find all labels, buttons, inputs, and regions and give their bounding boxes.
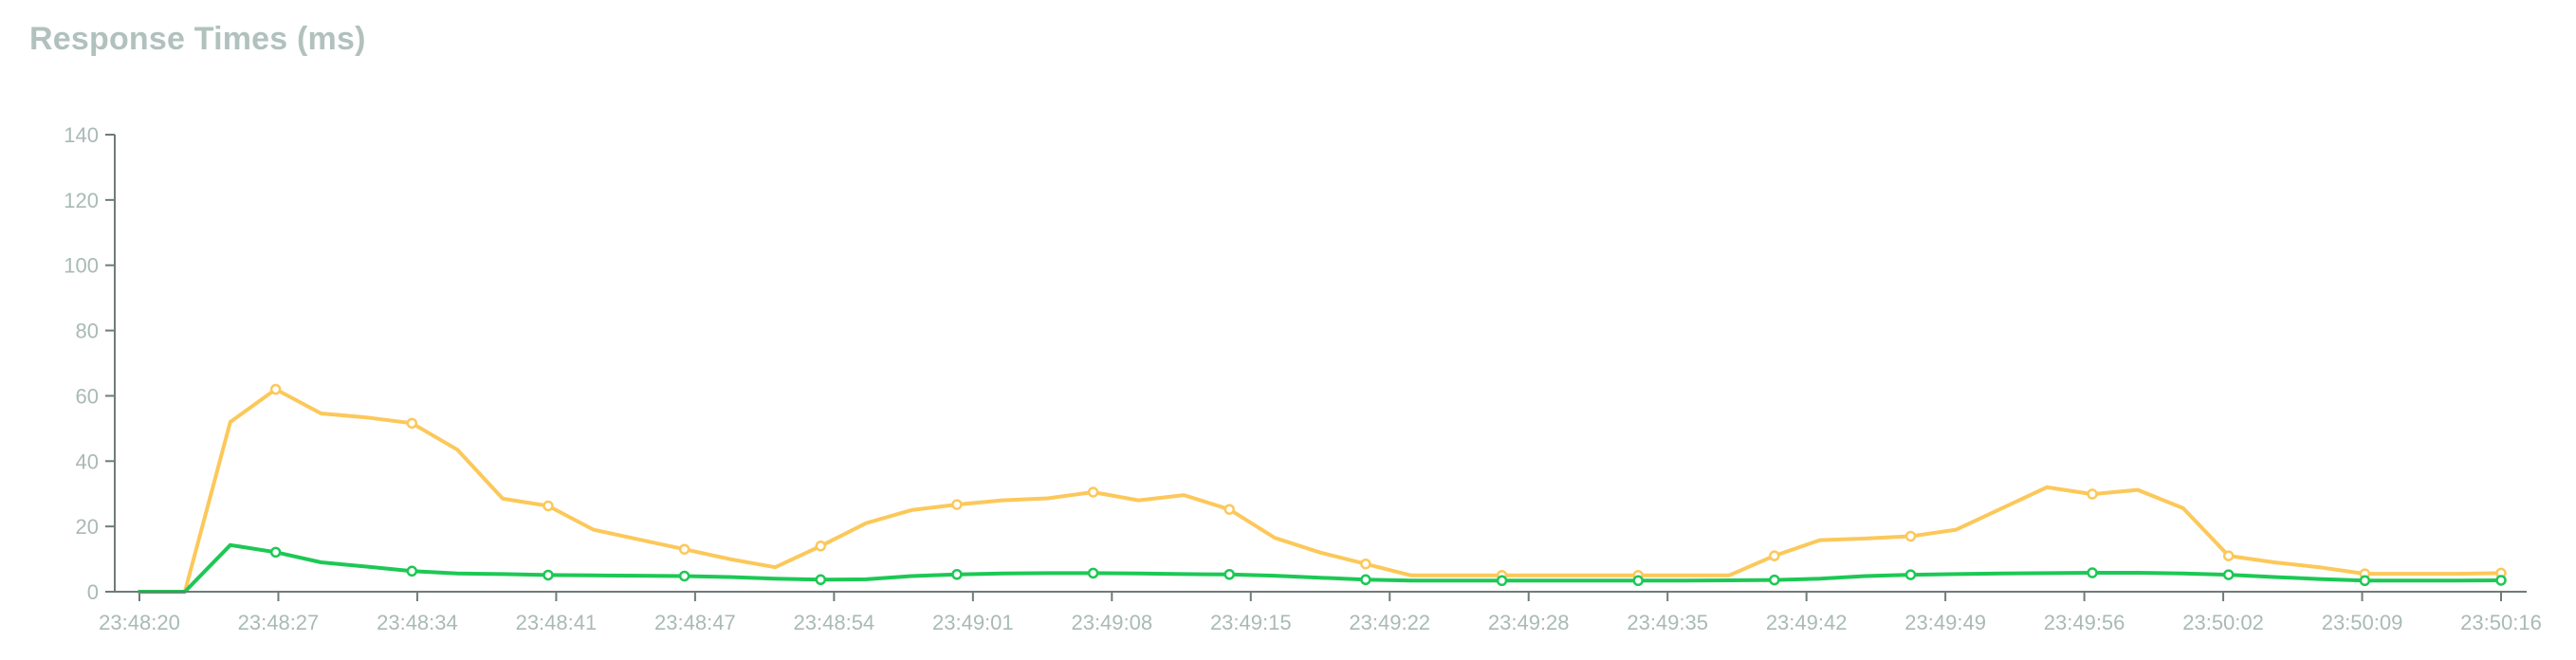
x-tick-label: 23:49:35 — [1627, 611, 1708, 634]
y-tick-label: 140 — [64, 123, 99, 147]
series-line-1 — [138, 542, 2503, 594]
data-point — [1360, 574, 1371, 586]
x-tick-label: 23:48:47 — [654, 611, 736, 634]
x-tick-label: 23:49:08 — [1071, 611, 1152, 634]
data-point — [1087, 486, 1099, 498]
series-markers — [269, 383, 2507, 587]
series-line-0 — [138, 387, 2503, 594]
data-point — [1769, 550, 1780, 561]
data-point — [1224, 569, 1235, 580]
x-tick-label: 23:50:09 — [2322, 611, 2403, 634]
y-tick-label: 120 — [64, 189, 99, 212]
data-point — [2087, 488, 2098, 500]
data-point — [1224, 504, 1235, 515]
data-point — [2359, 575, 2371, 587]
data-point — [678, 543, 690, 555]
y-tick-label: 60 — [76, 384, 99, 408]
x-tick-label: 23:48:54 — [794, 611, 875, 634]
x-tick-label: 23:48:34 — [377, 611, 458, 634]
data-point — [2495, 575, 2507, 586]
x-tick-label: 23:49:42 — [1766, 611, 1848, 634]
data-point — [951, 569, 963, 580]
data-point — [2087, 567, 2098, 578]
data-point — [1087, 567, 1099, 579]
x-tick-label: 23:50:02 — [2182, 611, 2264, 634]
x-tick-label: 23:49:15 — [1210, 611, 1292, 634]
y-tick-label: 100 — [64, 254, 99, 278]
data-point — [543, 569, 554, 581]
y-axis-ticks: 0 20 40 60 80 100 120 140 — [64, 123, 115, 604]
y-tick-label: 40 — [76, 449, 99, 473]
data-point — [1769, 574, 1780, 586]
data-point — [1360, 558, 1371, 570]
data-point — [815, 541, 827, 552]
y-tick-label: 0 — [87, 580, 99, 604]
data-point — [269, 383, 282, 395]
x-tick-label: 23:48:27 — [238, 611, 320, 634]
data-point — [406, 417, 418, 430]
y-tick-label: 80 — [76, 320, 99, 343]
x-axis-ticks: 23:48:20 23:48:27 23:48:34 23:48:41 23:48:47… — [99, 592, 2542, 634]
data-point — [406, 565, 418, 578]
data-point — [269, 546, 282, 559]
data-point — [815, 574, 827, 586]
x-tick-label: 23:49:56 — [2044, 611, 2125, 634]
x-tick-label: 23:49:22 — [1349, 611, 1430, 634]
x-tick-label: 23:50:16 — [2460, 611, 2542, 634]
series-lines — [138, 387, 2503, 594]
data-point — [2222, 550, 2235, 561]
data-point — [543, 500, 554, 512]
y-tick-label: 20 — [76, 515, 99, 539]
x-tick-label: 23:48:20 — [99, 611, 180, 634]
data-point — [1632, 575, 1644, 587]
data-point — [1904, 530, 1917, 542]
data-point — [678, 570, 690, 582]
data-point — [1904, 569, 1917, 580]
chart-title: Response Times (ms) — [29, 21, 366, 57]
x-tick-label: 23:48:41 — [516, 611, 598, 634]
data-point — [1496, 575, 1508, 587]
x-tick-label: 23:49:28 — [1488, 611, 1570, 634]
x-tick-label: 23:49:01 — [932, 611, 1014, 634]
data-point — [2222, 569, 2235, 580]
data-point — [951, 499, 963, 510]
x-tick-label: 23:49:49 — [1904, 611, 1986, 634]
